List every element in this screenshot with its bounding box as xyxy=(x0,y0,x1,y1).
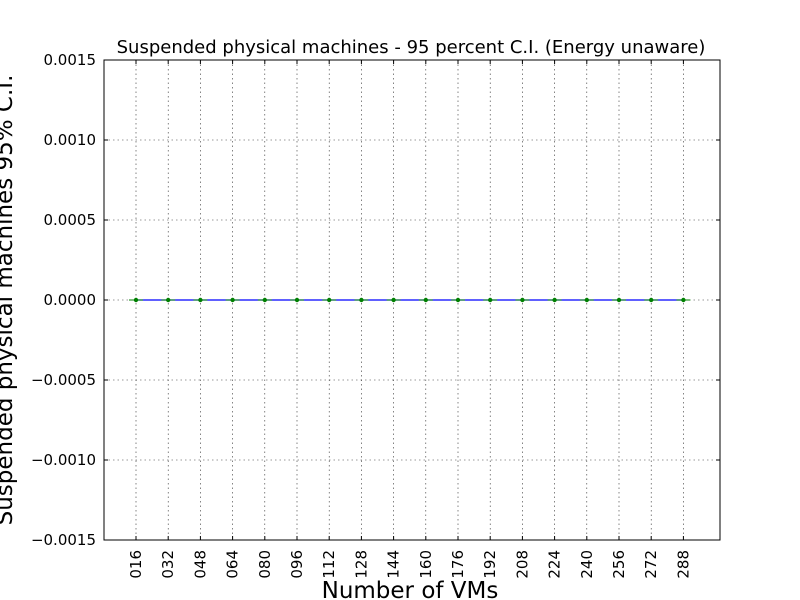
x-tick-label: 096 xyxy=(288,550,306,579)
data-point xyxy=(616,297,622,303)
data-point xyxy=(520,297,525,303)
data-point xyxy=(230,297,235,303)
data-point xyxy=(327,297,332,303)
x-tick-label: 160 xyxy=(417,550,435,579)
data-point xyxy=(649,297,654,303)
x-tick-label: 240 xyxy=(578,550,596,579)
y-axis-label: Suspended physical machines 95% C.I. xyxy=(0,75,18,526)
data-point xyxy=(166,297,171,303)
data-point xyxy=(455,297,461,303)
series-layer xyxy=(129,297,691,303)
y-tick-label: −0.0005 xyxy=(31,371,96,389)
x-tick-label: 288 xyxy=(674,550,692,579)
data-point xyxy=(391,297,396,303)
x-axis-label: Number of VMs xyxy=(322,578,499,600)
x-tick-label: 144 xyxy=(385,550,403,579)
x-tick-label: 192 xyxy=(481,550,499,579)
x-tick-label: 016 xyxy=(127,550,145,579)
data-point xyxy=(262,297,267,303)
x-tick-label: 176 xyxy=(449,550,467,579)
x-tick-label: 128 xyxy=(352,550,370,579)
data-point xyxy=(294,297,300,303)
data-point xyxy=(133,297,139,303)
x-axis-ticks: 016 032 048 064 080 096 112 128 144 160 176 192 208 2… xyxy=(127,60,692,579)
data-point xyxy=(359,297,364,303)
x-tick-label: 208 xyxy=(513,550,531,579)
x-tick-label: 080 xyxy=(256,550,274,579)
x-tick-label: 064 xyxy=(224,550,242,579)
x-tick-label: 032 xyxy=(159,550,177,579)
data-point xyxy=(681,297,686,303)
data-point xyxy=(584,297,589,303)
y-axis-ticks: −0.0015 −0.0010 −0.0005 0.0000 0.0005 0.0010 0… xyxy=(31,51,720,549)
y-tick-label: 0.0000 xyxy=(44,291,97,309)
y-tick-label: 0.0005 xyxy=(44,211,97,229)
chart-title: Suspended physical machines - 95 percent… xyxy=(117,37,706,58)
x-tick-label: 256 xyxy=(610,550,628,579)
y-tick-label: −0.0015 xyxy=(31,531,96,549)
x-tick-label: 272 xyxy=(642,550,660,579)
data-point xyxy=(552,297,557,303)
y-tick-label: 0.0010 xyxy=(44,131,97,149)
x-tick-label: 224 xyxy=(546,550,564,579)
y-tick-label: 0.0015 xyxy=(44,51,97,69)
x-tick-label: 112 xyxy=(320,550,338,579)
data-point xyxy=(198,297,203,303)
y-tick-label: −0.0010 xyxy=(31,451,96,469)
x-tick-label: 048 xyxy=(191,550,209,579)
data-point xyxy=(423,297,428,303)
data-point xyxy=(488,297,493,303)
